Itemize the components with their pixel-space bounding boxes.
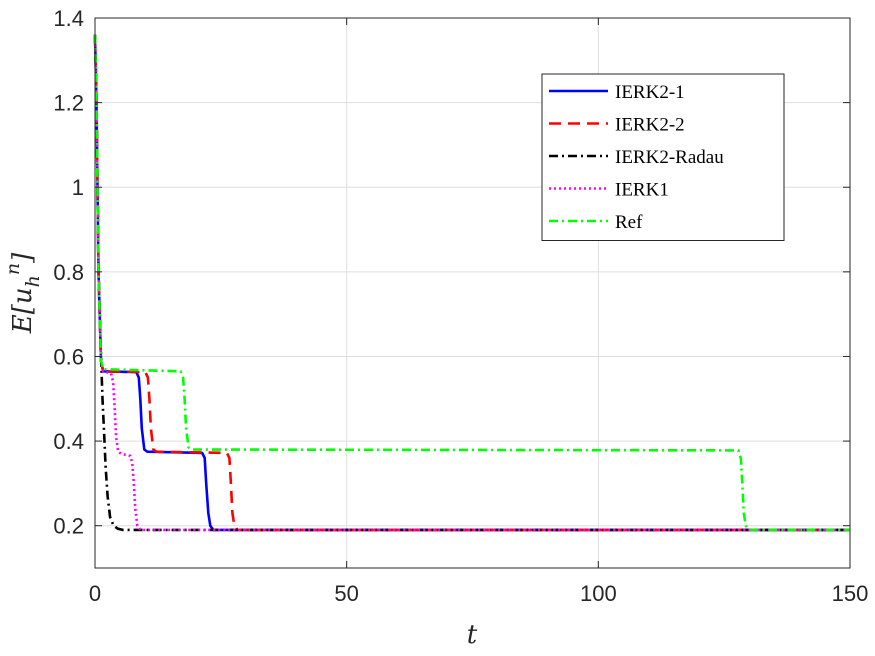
legend-label-2: IERK2-Radau [615,147,724,168]
axis-ticks: 0 50 100 150 0.2 0.4 0.6 0.8 1 1.2 1.4 [53,6,868,606]
y-tick-label: 1 [72,175,84,200]
series-line-4 [93,34,850,532]
y-tick-label: 1.2 [53,91,84,116]
y-tick-label: 0.8 [53,260,84,285]
legend: IERK2-1 IERK2-2 IERK2-Radau IERK1 Ref [541,73,785,241]
legend-label-3: IERK1 [615,180,669,201]
y-axis-label: E[uhn] [2,252,44,334]
plot-frame [94,17,851,569]
x-axis-label: t [467,620,478,650]
legend-label-1: IERK2-2 [615,115,685,136]
x-tick-label: 100 [580,581,617,606]
y-tick-label: 0.6 [53,344,84,369]
x-tick-label: 50 [334,581,358,606]
x-tick-label: 0 [89,581,101,606]
y-tick-label: 1.4 [53,6,84,31]
legend-label-4: Ref [615,212,643,233]
x-tick-label: 150 [832,581,869,606]
y-tick-label: 0.4 [53,429,84,454]
legend-label-0: IERK2-1 [615,82,685,103]
y-tick-label: 0.2 [53,514,84,539]
